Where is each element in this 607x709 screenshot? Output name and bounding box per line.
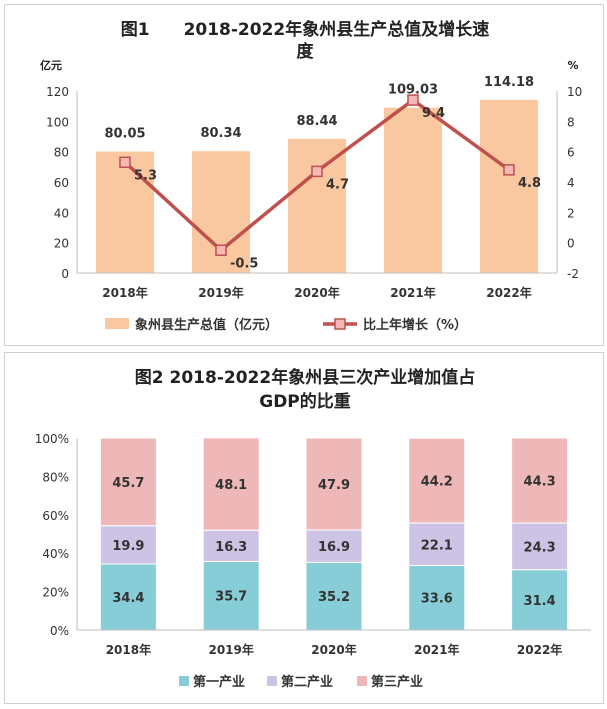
chart-1-x-tick-label: 2018年 bbox=[102, 285, 147, 300]
chart-1-right-tick-label: 4 bbox=[567, 176, 575, 190]
chart-2-title-line1: 图2 2018-2022年象州县三次产业增加值占 bbox=[135, 367, 475, 388]
chart-1-bar-label: 114.18 bbox=[484, 75, 534, 90]
chart-2-segment-label: 31.4 bbox=[524, 594, 556, 609]
chart-2-bar-segment bbox=[202, 529, 260, 562]
chart-1-line-marker bbox=[311, 165, 323, 178]
chart-2-y-tick-label: 80% bbox=[42, 470, 69, 484]
chart-1-left-tick-label: 40 bbox=[54, 206, 69, 220]
chart-2-bar-segment bbox=[408, 522, 466, 566]
chart-2-segment-label: 24.3 bbox=[524, 540, 556, 555]
chart-2-y-tick-label: 20% bbox=[42, 586, 69, 600]
chart-1-line-marker bbox=[215, 244, 227, 256]
chart-2-segment-label: 44.3 bbox=[524, 475, 556, 490]
chart-2-svg: 图2 2018-2022年象州县三次产业增加值占 GDP的比重 34.4 19.9… bbox=[35, 367, 591, 690]
chart-1-bar-label: 80.34 bbox=[200, 126, 241, 141]
chart-2-bar-segment bbox=[408, 564, 466, 631]
chart-1-svg: 图1 2018-2022年象州县生产总值及增长速 度 亿元 % 80.05 80.… bbox=[40, 19, 582, 333]
chart-2-segment-label: 16.9 bbox=[318, 540, 350, 555]
chart-1-bar bbox=[288, 138, 346, 273]
chart-1-x-tick-label: 2020年 bbox=[294, 285, 339, 300]
chart-2-bar-segment bbox=[202, 437, 260, 531]
chart-2-legend-label: 第三产业 bbox=[371, 674, 423, 690]
chart-2-bar-segment bbox=[408, 437, 466, 524]
chart-1-bar-label: 109.03 bbox=[388, 83, 438, 98]
chart-2-y-tick-label: 100% bbox=[35, 432, 69, 446]
chart-2-x-tick-label: 2022年 bbox=[517, 642, 562, 657]
chart-1-left-tick-label: 20 bbox=[54, 237, 69, 251]
chart-1-right-tick-label: 6 bbox=[567, 146, 575, 160]
chart-1-line-marker bbox=[407, 94, 419, 106]
chart-1-left-unit: 亿元 bbox=[40, 58, 62, 72]
chart-1-left-tick-label: 0 bbox=[61, 267, 69, 281]
chart-2-bar-segment bbox=[511, 522, 569, 571]
chart-2-bar-segment bbox=[99, 563, 157, 631]
chart-2-segment-label: 48.1 bbox=[215, 478, 247, 493]
chart-1-left-tick-label: 120 bbox=[46, 85, 69, 99]
chart-2-bar-segment bbox=[99, 525, 157, 565]
chart-1-line-label: -0.5 bbox=[230, 256, 258, 271]
chart-2-legend-swatch bbox=[179, 676, 189, 686]
chart-1-right-unit: % bbox=[567, 59, 578, 72]
chart-2-x-tick-label: 2018年 bbox=[106, 642, 151, 657]
chart-2-y-tick-label: 40% bbox=[42, 547, 69, 561]
chart-1-right-tick-label: 10 bbox=[567, 85, 582, 99]
chart-1-x-tick-label: 2022年 bbox=[486, 285, 531, 300]
chart-1-line-marker bbox=[503, 164, 515, 176]
chart-2-bar-segment bbox=[305, 437, 363, 531]
chart-1-left-tick-label: 60 bbox=[54, 176, 69, 190]
chart-2-y-tick-label: 60% bbox=[42, 509, 69, 523]
chart-2-segment-label: 22.1 bbox=[421, 538, 453, 553]
chart-1-x-tick-label: 2019年 bbox=[198, 285, 243, 300]
chart-1-x-tick-label: 2021年 bbox=[390, 285, 435, 300]
chart-1-right-tick-label: 8 bbox=[567, 115, 575, 129]
chart-2-x-tick-label: 2021年 bbox=[414, 642, 459, 657]
chart-2-legend-swatch bbox=[357, 676, 367, 686]
chart-2-legend-label: 第一产业 bbox=[193, 674, 245, 690]
chart-1-line-label: 4.7 bbox=[326, 177, 349, 192]
chart-1-left-tick-label: 80 bbox=[54, 146, 69, 160]
chart-2-legend-label: 第二产业 bbox=[281, 674, 333, 690]
chart-1-right-tick-label: 0 bbox=[567, 237, 575, 251]
chart-2-segment-label: 35.2 bbox=[318, 590, 350, 605]
chart-2-legend-swatch bbox=[267, 676, 277, 686]
chart-2-bar-segment bbox=[202, 560, 260, 631]
chart-2-segment-label: 19.9 bbox=[112, 539, 144, 554]
chart-1-line-label: 5.3 bbox=[134, 168, 157, 183]
chart-2-bar-segment bbox=[99, 437, 157, 527]
chart-2-y-tick-label: 0% bbox=[50, 624, 69, 638]
chart-2-segment-label: 16.3 bbox=[215, 540, 247, 555]
chart-1-bar-label: 88.44 bbox=[296, 114, 337, 129]
chart-2-segment-label: 33.6 bbox=[421, 592, 453, 607]
chart-1-title-line2: 度 bbox=[297, 41, 315, 62]
chart-2-title-line2: GDP的比重 bbox=[259, 391, 351, 412]
chart-1-bar bbox=[480, 99, 538, 274]
chart-1-legend-bar-label: 象州县生产总值（亿元） bbox=[135, 317, 278, 333]
chart-2-x-tick-label: 2019年 bbox=[208, 642, 253, 657]
chart-2-x-tick-label: 2020年 bbox=[311, 642, 356, 657]
chart-2-panel: 图2 2018-2022年象州县三次产业增加值占 GDP的比重 34.4 19.9… bbox=[4, 352, 604, 704]
chart-2-segment-label: 35.7 bbox=[215, 590, 247, 605]
chart-1-bar-label: 80.05 bbox=[104, 127, 145, 142]
chart-2-bar-segment bbox=[305, 529, 363, 563]
chart-1-legend-bar-swatch bbox=[105, 318, 129, 329]
chart-1-title-line1: 图1 2018-2022年象州县生产总值及增长速 bbox=[121, 19, 490, 40]
chart-2-segment-label: 47.9 bbox=[318, 478, 350, 493]
chart-1-left-tick-label: 100 bbox=[46, 115, 69, 129]
chart-2-bar-segment bbox=[511, 569, 569, 631]
chart-1-line-label: 9.4 bbox=[422, 106, 445, 121]
chart-2-segment-label: 45.7 bbox=[112, 476, 144, 491]
chart-1-line-label: 4.8 bbox=[518, 176, 541, 191]
chart-1-bar bbox=[96, 151, 154, 273]
chart-1-bar bbox=[384, 107, 442, 273]
chart-1-line-marker bbox=[119, 156, 131, 169]
chart-1-right-tick-label: -2 bbox=[567, 267, 579, 281]
chart-1-legend-marker-swatch bbox=[334, 318, 346, 330]
chart-1-panel: 图1 2018-2022年象州县生产总值及增长速 度 亿元 % 80.05 80.… bbox=[4, 4, 604, 346]
chart-2-segment-label: 34.4 bbox=[112, 591, 144, 606]
chart-2-segment-label: 44.2 bbox=[421, 475, 453, 490]
chart-1-legend-line-label: 比上年增长（%） bbox=[363, 317, 467, 333]
chart-2-bar-segment bbox=[511, 437, 569, 524]
chart-1-right-tick-label: 2 bbox=[567, 206, 575, 220]
